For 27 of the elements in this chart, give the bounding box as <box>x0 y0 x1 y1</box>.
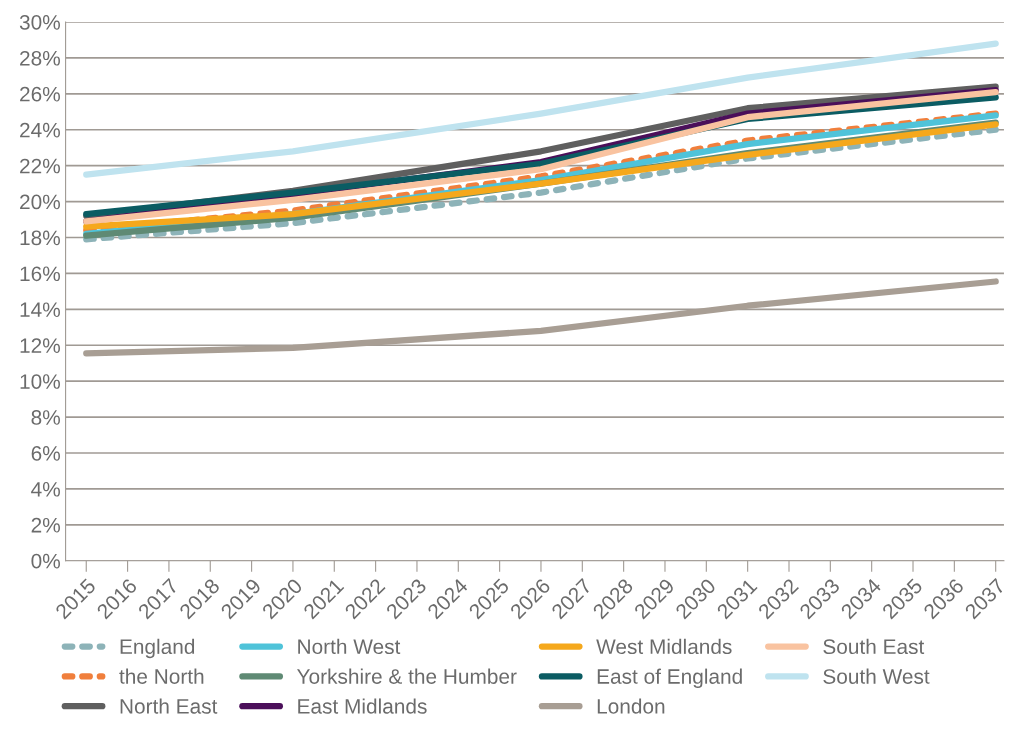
y-tick-label: 2% <box>31 517 60 533</box>
y-tick-label: 6% <box>31 446 60 461</box>
y-tick-label: 22% <box>20 158 60 174</box>
y-tick-label: 24% <box>20 122 60 138</box>
legend-label: England <box>120 638 195 659</box>
y-tick-label: 0% <box>31 553 60 569</box>
legend-label: West Midlands <box>596 638 732 655</box>
y-tick-label: 28% <box>20 50 60 66</box>
y-tick-label: 8% <box>31 410 60 425</box>
y-tick-label: 18% <box>20 230 60 246</box>
y-tick-label: 16% <box>20 266 60 282</box>
y-tick-label: 30% <box>19 14 60 30</box>
legend-label: the North <box>119 668 204 684</box>
y-tick-label: 26% <box>20 86 60 102</box>
legend-label: South West <box>823 668 930 684</box>
legend-label: East Midlands <box>298 698 427 714</box>
legend-label: London <box>597 698 665 714</box>
y-tick-label: 20% <box>20 194 60 210</box>
legend-label: South East <box>823 638 925 655</box>
y-tick-label: 12% <box>20 338 60 353</box>
legend-label: North East <box>120 698 218 714</box>
y-tick-label: 10% <box>20 374 60 389</box>
y-tick-label: 4% <box>31 482 60 497</box>
y-tick-label: 14% <box>20 302 60 317</box>
legend-label: Yorkshire & the Humber <box>297 668 517 684</box>
legend-label: East of England <box>597 668 742 689</box>
legend-label: North West <box>298 638 401 655</box>
